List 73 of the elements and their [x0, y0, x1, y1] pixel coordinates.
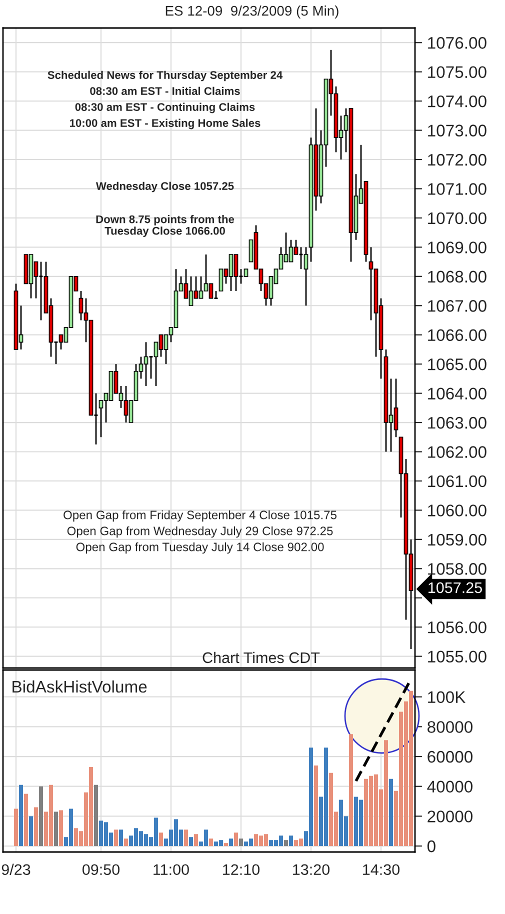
y-tick-label: 1076.00	[428, 37, 486, 49]
y-tick-label: 1067.00	[428, 300, 486, 312]
annotation: Open Gap from Friday September 4 Close 1015.75	[64, 510, 337, 522]
y-tick-label: 1068.00	[428, 270, 486, 283]
y-tick-label: 1058.00	[428, 563, 486, 575]
annotation: Open Gap from Wednesday July 29 Close 972.25	[67, 526, 333, 538]
annotation: Down 8.75 points from the Tuesday Close 1066.00	[96, 215, 234, 237]
y-tick-label: 80000	[428, 721, 472, 733]
annotation: 10:00 am EST - Existing Home Sales	[70, 118, 260, 130]
y-tick-label: 1071.00	[428, 183, 486, 195]
chart-title: ES 12-09 9/23/2009 (5 Min)	[166, 6, 338, 18]
bar	[54, 812, 58, 846]
annotation: 08:30 am EST - Initial Claims	[90, 86, 240, 95]
x-tick-label: 13:20	[293, 864, 330, 876]
y-tick-label: 1072.00	[428, 154, 486, 166]
y-tick-label: 1074.00	[428, 95, 486, 108]
y-tick-label: 1070.00	[428, 212, 486, 224]
bar	[119, 830, 123, 846]
bar	[234, 832, 238, 846]
candlestick	[304, 246, 308, 306]
bar	[209, 838, 213, 846]
y-tick-label: 60000	[428, 750, 472, 763]
bar	[239, 838, 243, 846]
y-tick-label: 1062.00	[428, 446, 486, 458]
y-tick-label: 1064.00	[428, 388, 486, 400]
x-tick-label: 09:50	[82, 864, 120, 876]
x-tick-label: 14:30	[363, 864, 400, 876]
y-tick-label: 0	[427, 840, 436, 852]
y-tick-label: 1060.00	[428, 504, 486, 516]
bar	[159, 832, 163, 846]
bar	[24, 794, 28, 846]
y-tick-label: 100K	[428, 691, 466, 704]
y-tick-label: 1059.00	[428, 534, 486, 546]
bar	[314, 765, 318, 846]
bar	[29, 816, 33, 846]
annotation: 08:30 am EST - Continuing Claims	[75, 102, 255, 114]
bar	[59, 810, 63, 846]
y-tick-label: 1075.00	[428, 66, 486, 78]
y-tick-label: 1065.00	[428, 358, 486, 370]
bar	[19, 784, 23, 846]
y-tick-label: 1063.00	[428, 416, 486, 429]
chart-title: BidAskHistVolume	[12, 680, 147, 693]
text: 1057.25	[428, 582, 482, 594]
bar	[229, 838, 233, 846]
bar	[289, 836, 293, 846]
annotation: Chart Times CDT	[202, 652, 320, 664]
y-tick-label: 1069.00	[428, 242, 486, 254]
y-tick-label: 40000	[427, 780, 472, 793]
annotation: Open Gap from Tuesday July 14 Close 902.00	[76, 542, 324, 554]
y-tick-label: 1073.00	[428, 124, 486, 136]
x-tick-label: 9/23	[2, 864, 30, 876]
x-tick-label: 12:10	[223, 864, 260, 876]
x-tick-label: 11:00	[154, 864, 189, 876]
bar	[389, 778, 393, 846]
bar	[114, 830, 118, 846]
y-tick-label: 20000	[428, 810, 472, 822]
bar	[189, 837, 193, 846]
annotation: Scheduled News for Thursday September 24	[48, 70, 283, 82]
bar	[194, 834, 198, 846]
bar	[224, 843, 228, 846]
y-tick-label: 1056.00	[428, 621, 486, 634]
bar	[349, 734, 353, 846]
bar	[284, 840, 288, 846]
bar	[184, 830, 188, 846]
bar	[94, 784, 98, 846]
y-tick-label: 1061.00	[428, 475, 486, 488]
bar	[39, 786, 43, 846]
bar	[34, 807, 38, 846]
bar	[14, 808, 18, 846]
y-tick-label: 1055.00	[428, 650, 486, 663]
bar	[124, 838, 128, 846]
y-tick-label: 1066.00	[428, 329, 486, 342]
annotation: Wednesday Close 1057.25	[96, 182, 234, 192]
